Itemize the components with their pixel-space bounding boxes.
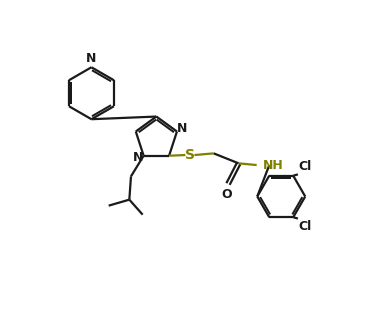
Text: NH: NH	[263, 159, 284, 171]
Text: N: N	[133, 151, 144, 164]
Text: O: O	[221, 188, 232, 201]
Text: N: N	[177, 122, 188, 135]
Text: Cl: Cl	[299, 219, 312, 232]
Text: N: N	[86, 52, 97, 65]
Text: S: S	[185, 148, 195, 162]
Text: Cl: Cl	[299, 161, 312, 173]
